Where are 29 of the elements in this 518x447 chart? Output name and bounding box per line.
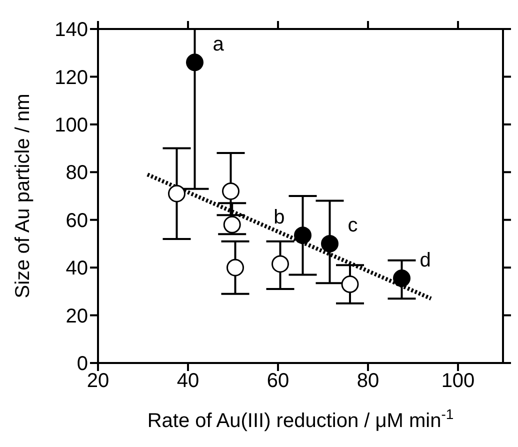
x-tick-label: 80 — [356, 370, 380, 392]
point — [393, 270, 410, 288]
y-axis-title: Size of Au particle / nm — [12, 94, 34, 298]
point — [321, 234, 338, 252]
annotation: d — [420, 249, 431, 272]
y-tick-label: 140 — [54, 19, 88, 42]
x-tick-label: 40 — [176, 370, 200, 392]
y-tick-label: 40 — [66, 258, 88, 280]
y-tick-label: 20 — [66, 305, 88, 328]
x-tick-label: 100 — [441, 370, 475, 392]
point — [341, 276, 359, 294]
annotation: c — [348, 214, 358, 237]
point — [223, 216, 241, 234]
x-tick-label: 60 — [266, 370, 290, 392]
x-tick-label: 20 — [86, 370, 110, 392]
x-axis-title: Rate of Au(III) reduction / μM min$^{-1}$ — [147, 406, 454, 432]
point — [272, 255, 289, 273]
annotation: a — [212, 33, 225, 56]
point — [168, 184, 186, 202]
y-tick-label: 120 — [54, 66, 88, 89]
y-tick-label: 0 — [76, 353, 88, 376]
point — [226, 258, 244, 276]
y-tick-label: 100 — [54, 114, 88, 137]
point — [186, 54, 204, 72]
annotation: b — [274, 206, 285, 228]
point — [222, 182, 240, 200]
y-tick-label: 60 — [66, 210, 88, 232]
y-tick-label: 80 — [66, 162, 88, 184]
point — [294, 226, 312, 244]
